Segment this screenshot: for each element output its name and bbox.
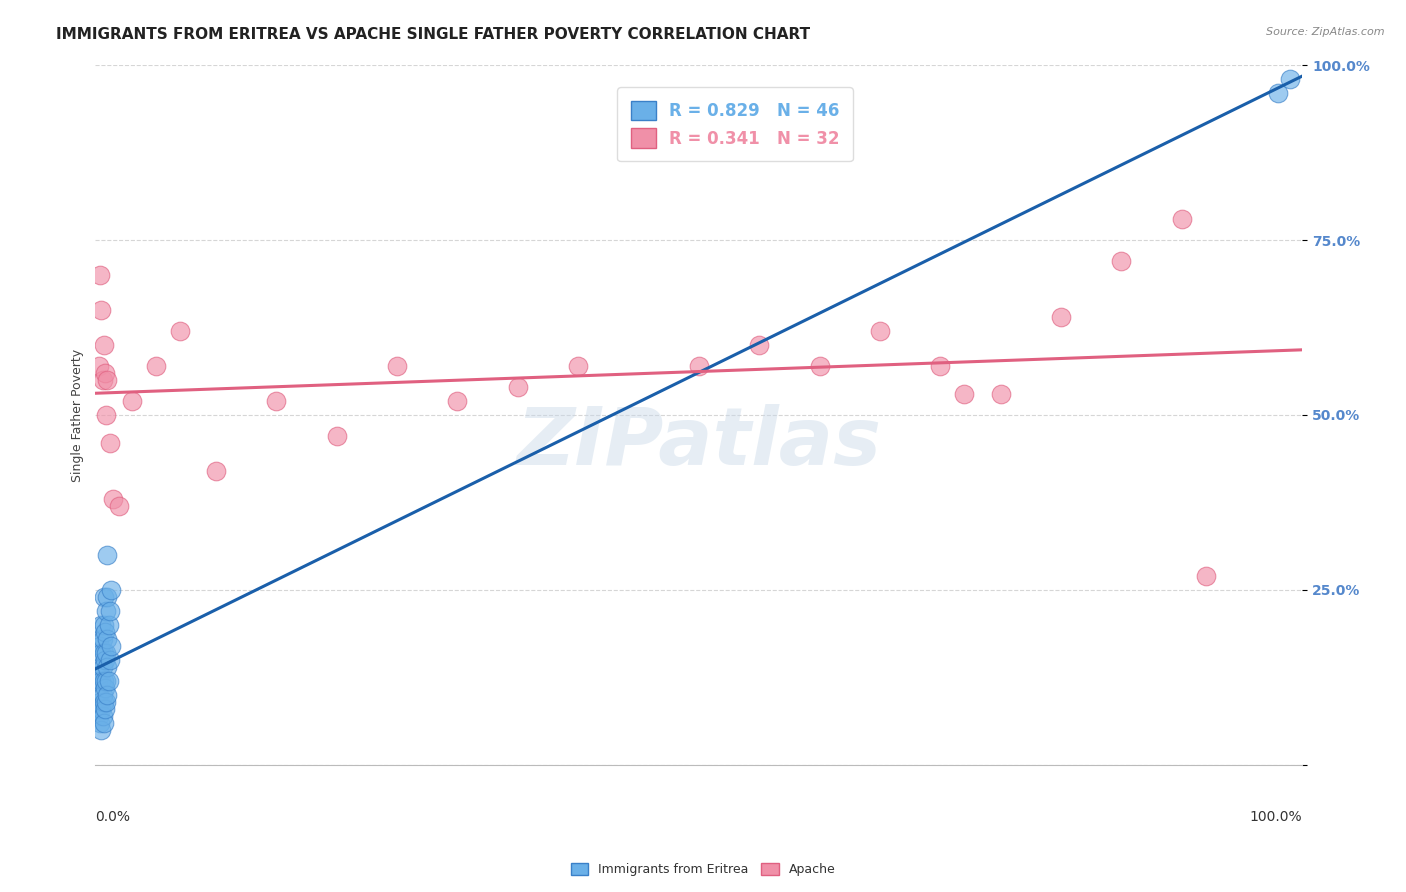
Point	[96, 673, 118, 688]
Point	[93, 695, 115, 709]
Point	[93, 646, 115, 660]
Point	[87, 702, 110, 716]
Point	[1050, 310, 1073, 324]
Point	[103, 491, 125, 506]
Point	[89, 268, 111, 282]
Point	[91, 373, 114, 387]
Point	[91, 709, 114, 723]
Point	[567, 359, 589, 373]
Point	[506, 380, 529, 394]
Point	[96, 408, 118, 422]
Point	[89, 639, 111, 653]
Point	[91, 660, 114, 674]
Point	[97, 673, 120, 688]
Point	[108, 499, 131, 513]
Point	[96, 695, 118, 709]
Point	[89, 666, 111, 681]
Y-axis label: Single Father Poverty: Single Father Poverty	[72, 349, 84, 482]
Point	[145, 359, 167, 373]
Text: 100.0%: 100.0%	[1250, 810, 1302, 824]
Text: IMMIGRANTS FROM ERITREA VS APACHE SINGLE FATHER POVERTY CORRELATION CHART: IMMIGRANTS FROM ERITREA VS APACHE SINGLE…	[56, 27, 810, 42]
Point	[266, 394, 288, 409]
Point	[869, 324, 891, 338]
Point	[87, 709, 110, 723]
Point	[91, 688, 114, 702]
Text: ZIPatlas: ZIPatlas	[516, 404, 882, 482]
Point	[385, 359, 408, 373]
Point	[929, 359, 952, 373]
Point	[808, 359, 831, 373]
Point	[96, 646, 118, 660]
Point	[90, 646, 112, 660]
Point	[326, 429, 349, 443]
Point	[98, 436, 121, 450]
Point	[94, 653, 117, 667]
Text: Source: ZipAtlas.com: Source: ZipAtlas.com	[1267, 27, 1385, 37]
Point	[990, 387, 1012, 401]
Point	[98, 653, 121, 667]
Point	[87, 660, 110, 674]
Point	[446, 394, 468, 409]
Point	[98, 604, 121, 618]
Point	[953, 387, 976, 401]
Text: 0.0%: 0.0%	[96, 810, 131, 824]
Point	[93, 715, 115, 730]
Legend: Immigrants from Eritrea, Apache: Immigrants from Eritrea, Apache	[565, 858, 841, 881]
Point	[87, 688, 110, 702]
Point	[688, 359, 710, 373]
Point	[1109, 254, 1132, 268]
Point	[1279, 72, 1302, 87]
Point	[94, 681, 117, 695]
Point	[93, 338, 115, 352]
Point	[205, 464, 228, 478]
Point	[96, 548, 118, 562]
Point	[90, 702, 112, 716]
Point	[100, 582, 122, 597]
Point	[1267, 86, 1289, 100]
Point	[96, 604, 118, 618]
Point	[87, 632, 110, 646]
Point	[87, 359, 110, 373]
Point	[90, 673, 112, 688]
Point	[93, 673, 115, 688]
Point	[1195, 569, 1218, 583]
Legend: R = 0.829   N = 46, R = 0.341   N = 32: R = 0.829 N = 46, R = 0.341 N = 32	[617, 87, 853, 161]
Point	[94, 624, 117, 639]
Point	[748, 338, 770, 352]
Point	[97, 618, 120, 632]
Point	[90, 618, 112, 632]
Point	[96, 590, 118, 604]
Point	[94, 366, 117, 380]
Point	[94, 702, 117, 716]
Point	[90, 303, 112, 318]
Point	[89, 715, 111, 730]
Point	[1170, 212, 1192, 227]
Point	[96, 660, 118, 674]
Point	[90, 723, 112, 737]
Point	[89, 695, 111, 709]
Point	[96, 373, 118, 387]
Point	[169, 324, 191, 338]
Point	[100, 639, 122, 653]
Point	[87, 673, 110, 688]
Point	[96, 688, 118, 702]
Point	[93, 618, 115, 632]
Point	[93, 590, 115, 604]
Point	[91, 632, 114, 646]
Point	[96, 632, 118, 646]
Point	[121, 394, 143, 409]
